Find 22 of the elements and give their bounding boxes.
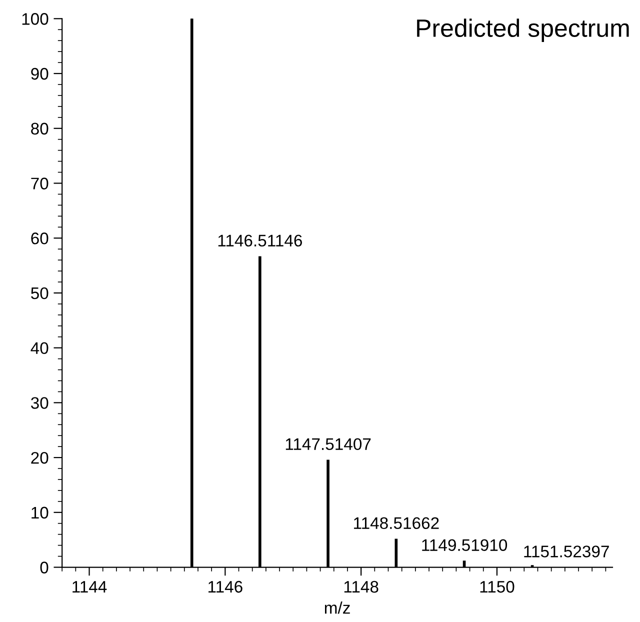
x-tick-label: 1146 [208, 580, 242, 593]
annotation: 1148.51662 [354, 517, 439, 530]
y-tick-label: 30 [30, 397, 48, 409]
y-tick-label: 10 [32, 506, 48, 519]
y-tick-label: 70 [31, 178, 48, 190]
annotation: 1149.51910 [422, 539, 508, 551]
y-tick-label: 100 [22, 13, 48, 25]
x-tick-label: 1150 [480, 580, 514, 593]
y-tick-label: 0 [40, 562, 48, 574]
x-tick-label: 1148 [344, 580, 378, 593]
y-tick-label: 80 [31, 122, 48, 135]
y-tick-label: 90 [31, 68, 48, 80]
annotation: 1147.51407 [286, 438, 371, 450]
x-tick-label: 1144 [72, 581, 107, 593]
y-tick-label: 60 [31, 232, 48, 244]
y-tick-label: 20 [31, 452, 48, 464]
y-tick-label: 50 [31, 287, 48, 300]
chart-title: Predicted spectrum [417, 18, 629, 42]
x-axis-title: m/z [324, 602, 350, 614]
y-tick-label: 40 [30, 342, 48, 354]
annotation: 1151.52397 [524, 546, 609, 558]
annotation: 1146.51146 [218, 234, 302, 247]
